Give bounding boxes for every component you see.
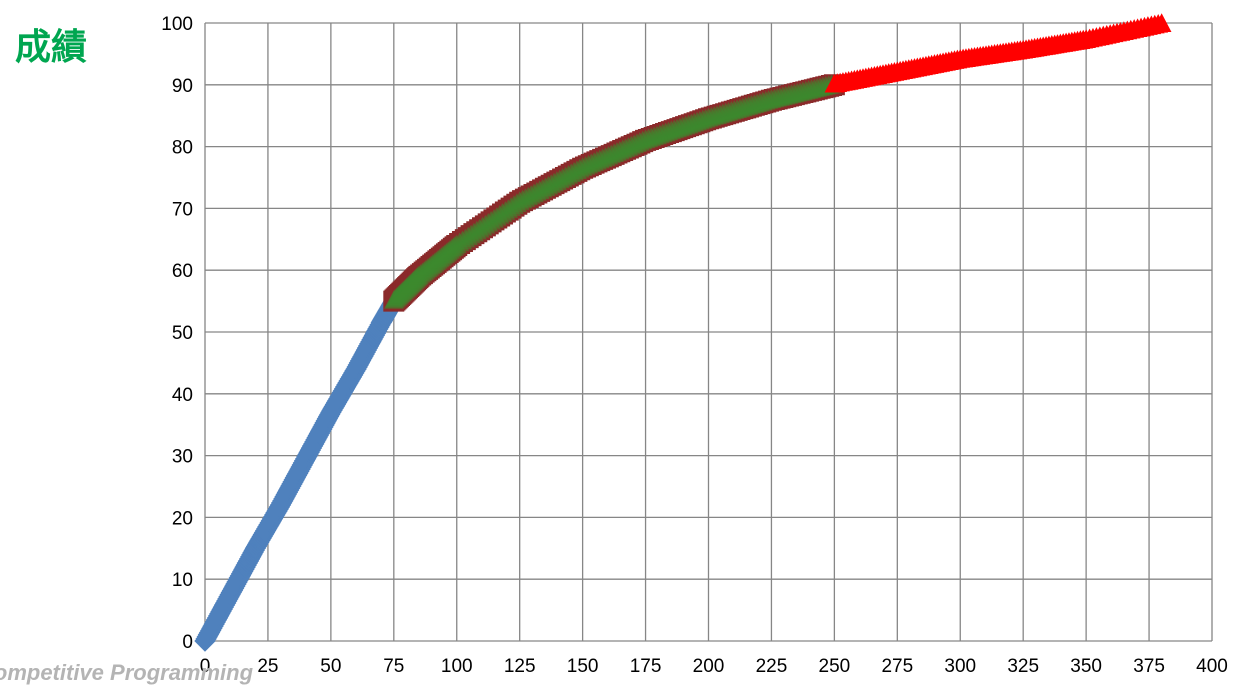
series-0 xyxy=(194,290,405,652)
y-axis-label: 成績 xyxy=(15,26,88,68)
x-tick-label: 0 xyxy=(200,656,211,677)
x-tick-label: 250 xyxy=(819,656,851,677)
x-tick-label: 325 xyxy=(1007,656,1039,677)
series-3 xyxy=(824,13,1172,93)
y-tick-label: 90 xyxy=(172,76,193,97)
x-tick-label: 150 xyxy=(567,656,599,677)
x-tick-label: 25 xyxy=(257,656,278,677)
data-point xyxy=(1151,13,1172,32)
x-tick-label: 75 xyxy=(383,656,404,677)
y-tick-label: 60 xyxy=(172,261,193,282)
series-1 xyxy=(383,74,845,312)
y-tick-label: 10 xyxy=(172,570,193,591)
series-layer xyxy=(194,13,1172,652)
x-tick-label: 50 xyxy=(320,656,341,677)
grid xyxy=(204,22,1213,642)
x-tick-label: 225 xyxy=(756,656,788,677)
footer-watermark: Competitive Programming xyxy=(0,660,254,685)
x-tick-label: 375 xyxy=(1133,656,1165,677)
y-tick-label: 20 xyxy=(172,508,193,529)
x-tick-label: 400 xyxy=(1196,656,1228,677)
y-tick-label: 80 xyxy=(172,138,193,159)
y-tick-label: 100 xyxy=(161,14,193,35)
series-2 xyxy=(383,73,845,309)
x-tick-labels: 0 25 50 75 100 125 150 175 200 225 250 275 300 325 350… xyxy=(200,656,1228,677)
x-tick-label: 275 xyxy=(881,656,913,677)
y-tick-label: 40 xyxy=(172,385,193,406)
x-tick-label: 300 xyxy=(944,656,976,677)
x-tick-label: 200 xyxy=(693,656,725,677)
y-tick-labels: 0 10 20 30 40 50 60 70 80 90 100 xyxy=(161,14,193,653)
x-tick-label: 100 xyxy=(441,656,473,677)
y-tick-label: 70 xyxy=(172,199,193,220)
y-tick-label: 0 xyxy=(182,632,193,653)
x-tick-label: 125 xyxy=(504,656,536,677)
x-tick-label: 175 xyxy=(630,656,662,677)
y-tick-label: 50 xyxy=(172,323,193,344)
x-tick-label: 350 xyxy=(1070,656,1102,677)
y-tick-label: 30 xyxy=(172,447,193,468)
